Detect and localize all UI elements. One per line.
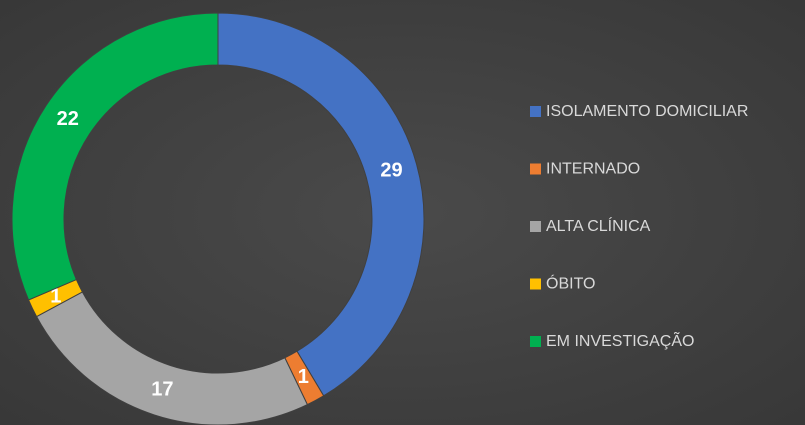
legend-label: ALTA CLÍNICA xyxy=(546,216,651,235)
legend-swatch xyxy=(530,106,541,117)
data-label: 1 xyxy=(298,366,309,388)
legend-label: INTERNADO xyxy=(546,161,640,178)
legend-label: EM INVESTIGAÇÃO xyxy=(546,330,694,350)
data-label: 17 xyxy=(151,378,173,400)
data-label: 1 xyxy=(50,285,61,307)
legend-label: ÓBITO xyxy=(546,274,596,293)
data-label: 22 xyxy=(57,108,79,130)
slice xyxy=(217,12,425,397)
data-label: 29 xyxy=(380,159,402,181)
legend-swatch xyxy=(530,163,541,175)
legend-label: ISOLAMENTO DOMICILIAR xyxy=(546,103,748,120)
legend-swatch xyxy=(530,221,541,232)
legend-swatch xyxy=(530,336,541,347)
legend-swatch xyxy=(530,278,541,290)
slice xyxy=(11,12,219,301)
